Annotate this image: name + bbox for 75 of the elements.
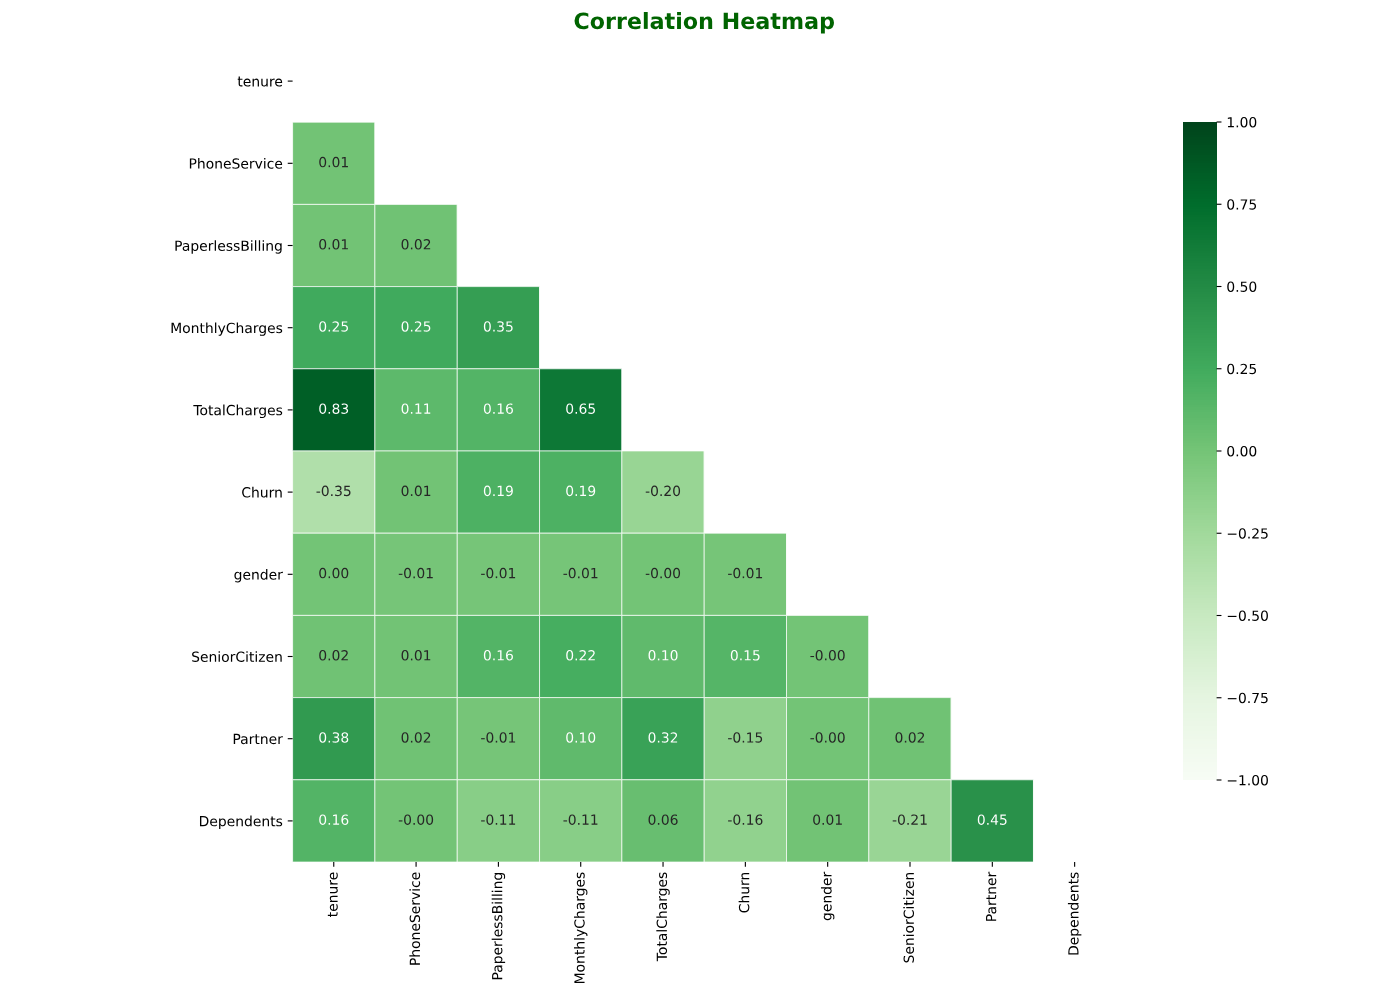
data-label: 0.01 bbox=[319, 239, 348, 250]
x-tick-label: PhoneService bbox=[409, 872, 421, 965]
y-tick-label: Partner bbox=[233, 733, 283, 745]
data-label: -0.21 bbox=[892, 814, 927, 825]
data-label: 0.00 bbox=[319, 567, 349, 579]
data-label: 0.25 bbox=[401, 321, 431, 332]
data-label: 0.01 bbox=[813, 814, 842, 825]
data-label: 0.02 bbox=[895, 732, 925, 743]
y-tick-label: SeniorCitizen bbox=[192, 651, 282, 662]
data-label: 0.65 bbox=[566, 403, 595, 414]
data-label: 0.11 bbox=[401, 403, 431, 414]
data-label: -0.16 bbox=[728, 814, 763, 825]
x-tick-label: PaperlessBilling bbox=[491, 872, 506, 980]
data-label: -0.00 bbox=[645, 567, 681, 579]
data-label: 0.22 bbox=[566, 650, 595, 661]
data-label: -0.00 bbox=[398, 814, 434, 825]
color-bar-label: −1.00 bbox=[1227, 774, 1268, 786]
y-tick-label: tenure bbox=[237, 76, 283, 87]
x-tick-label: MonthlyCharges bbox=[574, 872, 588, 984]
data-label: 0.32 bbox=[648, 732, 678, 743]
data-label: 0.06 bbox=[648, 814, 678, 825]
color-bar-label: 0.75 bbox=[1227, 199, 1257, 210]
data-label: -0.15 bbox=[728, 732, 763, 743]
data-label: -0.35 bbox=[316, 485, 351, 497]
data-label: 0.10 bbox=[648, 650, 678, 661]
data-label: 0.25 bbox=[319, 321, 349, 332]
color-bar-label: −0.50 bbox=[1227, 610, 1268, 621]
data-label: -0.01 bbox=[563, 567, 598, 579]
data-label: -0.01 bbox=[481, 567, 516, 579]
data-label: 0.19 bbox=[566, 485, 596, 497]
data-label: 0.45 bbox=[977, 814, 1007, 825]
x-tick-label: TotalCharges bbox=[656, 872, 670, 962]
y-tick-label: Churn bbox=[242, 486, 282, 498]
y-tick-label: TotalCharges bbox=[193, 404, 283, 419]
color-bar-label: 0.00 bbox=[1227, 445, 1257, 457]
color-bar-label: −0.75 bbox=[1227, 692, 1268, 704]
data-label: 0.10 bbox=[566, 732, 596, 743]
data-label: 0.02 bbox=[319, 650, 348, 661]
data-label: 0.16 bbox=[483, 650, 513, 661]
x-tick-label: tenure bbox=[327, 872, 338, 917]
data-label: 0.83 bbox=[319, 403, 349, 414]
data-label: 0.38 bbox=[319, 732, 349, 743]
data-label: -0.11 bbox=[563, 814, 598, 825]
data-label: -0.01 bbox=[398, 567, 433, 579]
data-label: 0.16 bbox=[319, 814, 349, 825]
color-bar-label: 0.50 bbox=[1227, 281, 1257, 292]
data-label: -0.00 bbox=[810, 732, 845, 743]
data-label: 0.16 bbox=[483, 403, 513, 414]
y-tick-label: Dependents bbox=[199, 815, 283, 830]
y-tick-label: PhoneService bbox=[189, 158, 283, 169]
data-label: 0.01 bbox=[401, 650, 431, 661]
color-bar-label: 0.25 bbox=[1227, 363, 1257, 375]
color-bar-label: 1.00 bbox=[1227, 116, 1257, 128]
data-label: -0.11 bbox=[481, 814, 516, 825]
data-label: 0.02 bbox=[401, 732, 431, 743]
data-label: 0.01 bbox=[401, 485, 431, 497]
x-tick-label: Partner bbox=[986, 871, 997, 921]
x-tick-label: Churn bbox=[738, 872, 750, 913]
data-label: -0.00 bbox=[810, 650, 845, 661]
chart-title: Correlation Heatmap bbox=[574, 12, 834, 34]
color-bar-label: −0.25 bbox=[1227, 528, 1268, 539]
data-label: 0.19 bbox=[483, 485, 513, 497]
data-label: 0.02 bbox=[401, 239, 431, 250]
y-tick-label: gender bbox=[234, 569, 283, 583]
data-label: 0.15 bbox=[730, 650, 760, 661]
data-label: -0.01 bbox=[481, 732, 516, 743]
x-tick-label: Dependents bbox=[1067, 872, 1082, 955]
data-label: -0.01 bbox=[728, 567, 763, 579]
data-label: 0.01 bbox=[319, 156, 348, 168]
y-tick-label: PaperlessBilling bbox=[175, 240, 282, 254]
y-tick-label: MonthlyCharges bbox=[171, 322, 283, 336]
x-tick-label: SeniorCitizen bbox=[903, 872, 915, 963]
x-tick-label: gender bbox=[820, 871, 835, 921]
data-label: -0.20 bbox=[645, 485, 681, 497]
data-label: 0.35 bbox=[483, 321, 513, 332]
